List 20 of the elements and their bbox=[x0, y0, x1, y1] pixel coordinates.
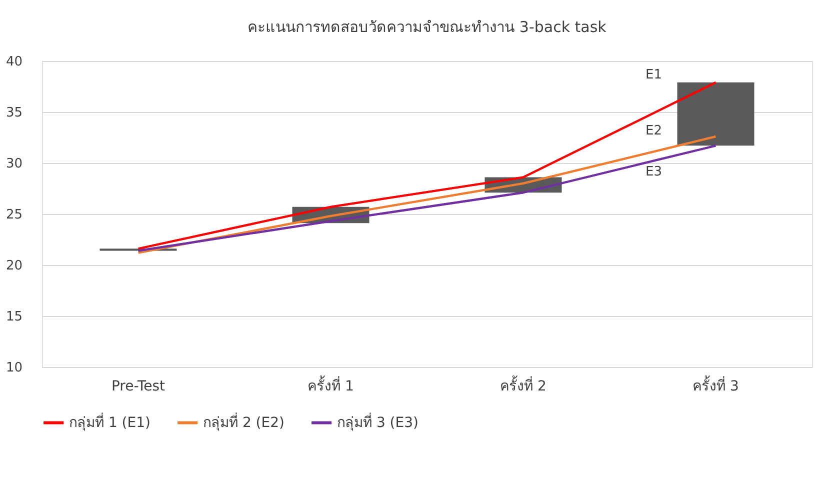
legend-label: กลุ่มที่ 2 (E2) bbox=[203, 412, 284, 431]
y-tick-label: 30 bbox=[6, 156, 22, 172]
y-tick-label: 40 bbox=[6, 54, 22, 70]
legend-label: กลุ่มที่ 3 (E3) bbox=[337, 412, 418, 431]
bar bbox=[677, 82, 754, 146]
legend-label: กลุ่มที่ 1 (E1) bbox=[69, 412, 150, 431]
x-tick-label: Pre-Test bbox=[111, 378, 166, 394]
y-tick-label: 20 bbox=[6, 258, 22, 274]
x-tick-label: ครั้งที่ 2 bbox=[500, 376, 546, 394]
x-tick-label: ครั้งที่ 3 bbox=[692, 376, 739, 394]
y-tick-label: 25 bbox=[6, 208, 22, 222]
annotation: E1 bbox=[646, 67, 662, 82]
y-tick-label: 35 bbox=[6, 106, 22, 120]
y-tick-label: 10 bbox=[6, 360, 22, 376]
x-tick-label: ครั้งที่ 1 bbox=[308, 376, 354, 394]
chart-title: คะแนนการทดสอบวัดความจำขณะทำงาน 3-back task bbox=[248, 18, 607, 36]
annotation: E3 bbox=[646, 164, 662, 180]
line-series bbox=[137, 81, 717, 250]
annotation: E2 bbox=[646, 123, 662, 138]
y-tick-label: 15 bbox=[6, 310, 22, 324]
